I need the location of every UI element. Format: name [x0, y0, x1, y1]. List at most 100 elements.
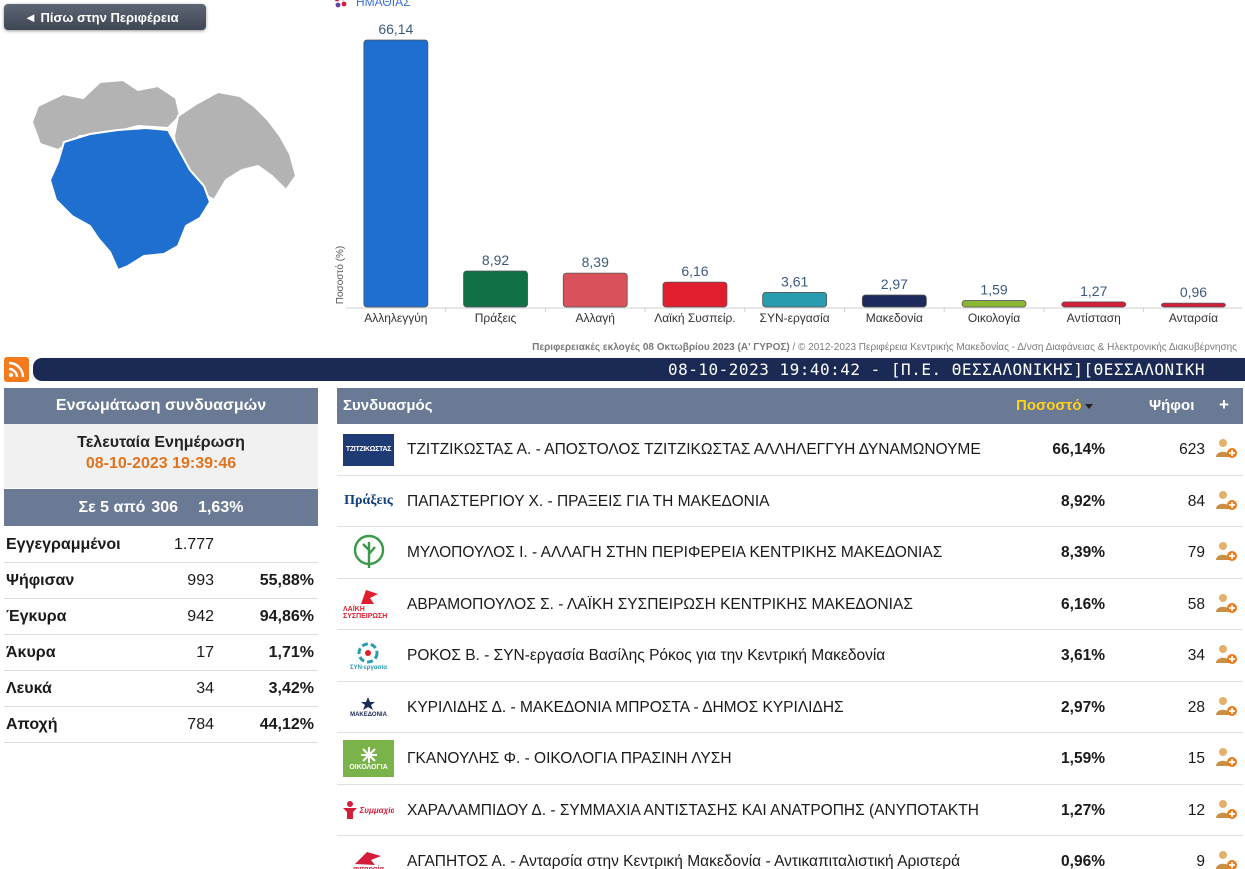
- credits-election: Περιφερειακές εκλογές 08 Οκτωβρίου 2023 …: [532, 342, 790, 353]
- party-votes: 34: [1187, 647, 1205, 664]
- party-logo: ανταρσία: [343, 843, 394, 869]
- party-percentage: 0,96%: [1061, 853, 1105, 869]
- x-tick-label: Ανταρσία: [1169, 311, 1218, 325]
- back-button-label: ◄ Πίσω στην Περιφέρεια: [24, 9, 179, 25]
- bar-value-label: 66,14: [378, 21, 413, 37]
- party-logo: Πράξεις: [343, 483, 394, 520]
- stat-percentage: 94,86%: [259, 607, 314, 625]
- person-add-icon[interactable]: [1214, 488, 1238, 512]
- chart-bar[interactable]: [861, 294, 927, 308]
- x-tick-label: Πράξεις: [475, 311, 517, 325]
- stat-row: Άκυρα 17 1,71%: [4, 635, 318, 671]
- col-party-header[interactable]: Συνδυασμός: [343, 397, 433, 414]
- party-name[interactable]: ΑΓΑΠΗΤΟΣ Α. - Ανταρσία στην Κεντρική Μακ…: [407, 853, 961, 869]
- credits-copyright: / © 2012-2023 Περιφέρεια Κεντρικής Μακεδ…: [789, 342, 1237, 353]
- party-logo-block: ΜΑΚΕΔΟΝΙΑ: [350, 696, 387, 718]
- party-logo: ΛΑΪΚΗ ΣΥΣΠΕΙΡΩΣΗ: [343, 586, 394, 623]
- chart-bar[interactable]: [762, 292, 828, 308]
- party-percentage: 1,27%: [1061, 801, 1105, 819]
- table-row[interactable]: Συμμαχία ΧΑΡΑΛΑΜΠΙΔΟΥ Δ. - ΣΥΜΜΑΧΙΑ ΑΝΤΙΣ…: [337, 785, 1243, 836]
- party-percentage: 8,92%: [1061, 492, 1105, 510]
- chart-bar[interactable]: [662, 281, 728, 308]
- last-update-time: 08-10-2023 19:39:46: [85, 455, 237, 472]
- map-unit-selected[interactable]: [48, 126, 212, 272]
- table-row[interactable]: ανταρσία ΑΓΑΠΗΤΟΣ Α. - Ανταρσία στην Κεντ…: [337, 836, 1243, 869]
- party-name[interactable]: ΚΥΡΙΛΙΔΗΣ Δ. - ΜΑΚΕΔΟΝΙΑ ΜΠΡΟΣΤΑ - ΔΗΜΟΣ…: [407, 698, 844, 716]
- chart-bar[interactable]: [363, 39, 429, 308]
- person-add-icon[interactable]: [1214, 848, 1238, 869]
- party-votes: 15: [1187, 750, 1205, 767]
- party-logo: ΣΥΝ-εργασία: [343, 637, 394, 674]
- party-name[interactable]: ΜΥΛΟΠΟΥΛΟΣ Ι. - ΑΛΛΑΓΗ ΣΤΗΝ ΠΕΡΙΦΕΡΕΙΑ Κ…: [407, 544, 943, 561]
- col-votes-header[interactable]: Ψήφοι: [1149, 397, 1195, 414]
- col-expand-header[interactable]: +: [1219, 395, 1229, 414]
- bar-value-label: 2,97: [881, 276, 908, 292]
- party-logo-block: ανταρσία: [353, 850, 384, 869]
- party-logo-block: ΟΙΚΟΛΟΓΙΑ: [343, 740, 394, 777]
- person-add-icon[interactable]: [1214, 694, 1238, 718]
- count-percentage: 1,63%: [198, 498, 244, 516]
- chart-bar[interactable]: [961, 300, 1027, 308]
- party-votes: 58: [1187, 595, 1205, 613]
- stat-percentage: 1,71%: [268, 643, 314, 661]
- sort-caret-icon: [1084, 403, 1093, 409]
- results-bar-chart: Ποσοστό (%) 66,14 Αλληλεγγύη 8,92 Πράξεις 8,3…: [334, 21, 1242, 325]
- person-add-icon[interactable]: [1214, 745, 1238, 769]
- table-row[interactable]: ΛΑΪΚΗ ΣΥΣΠΕΙΡΩΣΗ ΑΒΡΑΜΟΠΟΥΛΟΣ Σ. - ΛΑΪΚΗ …: [337, 579, 1243, 630]
- stat-label: Αποχή: [6, 715, 58, 733]
- party-logo-text: ΛΑΪΚΗ ΣΥΣΠΕΙΡΩΣΗ: [343, 606, 388, 620]
- tree-icon: [353, 534, 384, 568]
- party-logo: [343, 534, 394, 571]
- bar-value-label: 1,59: [980, 282, 1007, 298]
- figure-icon: [343, 801, 357, 819]
- party-name[interactable]: ΡΟΚΟΣ Β. - ΣΥΝ-εργασία Βασίλης Ρόκος για…: [407, 647, 886, 664]
- flag-icon: [360, 590, 378, 604]
- region-map: [30, 78, 298, 272]
- party-logo-text: ανταρσία: [353, 866, 384, 869]
- table-row[interactable]: ΤΖΙΤΖΙΚΩΣΤΑΣ ΤΖΙΤΖΙΚΩΣΤΑΣ Α. - ΑΠΟΣΤΟΛΟΣ …: [337, 424, 1243, 476]
- chart-bar[interactable]: [463, 270, 528, 308]
- integration-panel-title: Ενσωμάτωση συνδυασμών: [4, 388, 318, 424]
- party-votes: 623: [1179, 441, 1205, 458]
- table-row[interactable]: ΜΑΚΕΔΟΝΙΑ ΚΥΡΙΛΙΔΗΣ Δ. - ΜΑΚΕΔΟΝΙΑ ΜΠΡΟΣΤ…: [337, 682, 1243, 733]
- bar-value-label: 3,61: [781, 273, 808, 289]
- person-add-icon[interactable]: [1214, 539, 1238, 563]
- person-add-icon[interactable]: [1214, 642, 1238, 666]
- table-row[interactable]: ΜΥΛΟΠΟΥΛΟΣ Ι. - ΑΛΛΑΓΗ ΣΤΗΝ ΠΕΡΙΦΕΡΕΙΑ Κ…: [337, 527, 1243, 579]
- table-row[interactable]: Πράξεις ΠΑΠΑΣΤΕΡΓΙΟΥ Χ. - ΠΡΑΞΕΙΣ ΓΙΑ ΤΗ …: [337, 476, 1243, 527]
- party-percentage: 66,14%: [1052, 441, 1105, 458]
- table-row[interactable]: ΟΙΚΟΛΟΓΙΑ ΓΚΑΝΟΥΛΗΣ Φ. - ΟΙΚΟΛΟΓΙΑ ΠΡΑΣΙΝ…: [337, 733, 1243, 785]
- results-table-body: ΤΖΙΤΖΙΚΩΣΤΑΣ ΤΖΙΤΖΙΚΩΣΤΑΣ Α. - ΑΠΟΣΤΟΛΟΣ …: [337, 424, 1243, 869]
- last-update-label: Τελευταία Ενημέρωση: [77, 434, 245, 451]
- rss-icon[interactable]: [4, 357, 29, 382]
- party-logo-text: Πράξεις: [344, 493, 393, 508]
- stat-value: 993: [187, 571, 214, 589]
- chart-bar[interactable]: [1061, 301, 1127, 308]
- person-add-icon[interactable]: [1214, 797, 1238, 821]
- stations-count-bar: Σε 5 από 306 1,63%: [4, 489, 318, 526]
- chart-bar[interactable]: [562, 272, 628, 308]
- stat-percentage: 3,42%: [268, 679, 314, 697]
- party-logo-block: ΣΥΝ-εργασία: [350, 641, 387, 671]
- person-add-icon[interactable]: [1214, 436, 1238, 460]
- party-logo: ΟΙΚΟΛΟΓΙΑ: [343, 740, 394, 777]
- swirl-icon: [357, 642, 379, 663]
- chart-bar[interactable]: [1161, 302, 1226, 308]
- y-axis-label: Ποσοστό (%): [334, 246, 346, 305]
- party-name[interactable]: ΑΒΡΑΜΟΠΟΥΛΟΣ Σ. - ΛΑΪΚΗ ΣΥΣΠΕΙΡΩΣΗ ΚΕΝΤΡ…: [407, 595, 913, 613]
- person-add-icon[interactable]: [1214, 591, 1238, 615]
- credits-line: Περιφερειακές εκλογές 08 Οκτωβρίου 2023 …: [532, 342, 1237, 353]
- results-table-header: Συνδυασμός Ποσοστό Ψήφοι +: [337, 388, 1243, 424]
- col-percentage-label: Ποσοστό: [1016, 397, 1082, 414]
- x-tick-label: Αντίσταση: [1067, 311, 1121, 325]
- news-ticker: 08-10-2023 19:40:42 - [Π.Ε. ΘΕΣΣΑΛΟΝΙΚΗΣ…: [33, 358, 1245, 381]
- stat-row: Αποχή 784 44,12%: [4, 707, 318, 743]
- party-name[interactable]: ΓΚΑΝΟΥΛΗΣ Φ. - ΟΙΚΟΛΟΓΙΑ ΠΡΑΣΙΝΗ ΛΥΣΗ: [407, 750, 732, 767]
- back-to-region-button[interactable]: ◄ Πίσω στην Περιφέρεια: [4, 4, 206, 30]
- stat-label: Ψήφισαν: [6, 571, 75, 589]
- party-name[interactable]: ΧΑΡΑΛΑΜΠΙΔΟΥ Δ. - ΣΥΜΜΑΧΙΑ ΑΝΤΙΣΤΑΣΗΣ ΚΑ…: [407, 801, 979, 819]
- party-name[interactable]: ΤΖΙΤΖΙΚΩΣΤΑΣ Α. - ΑΠΟΣΤΟΛΟΣ ΤΖΙΤΖΙΚΩΣΤΑΣ…: [407, 441, 981, 458]
- table-row[interactable]: ΣΥΝ-εργασία ΡΟΚΟΣ Β. - ΣΥΝ-εργασία Βασίλη…: [337, 630, 1243, 682]
- col-percentage-header[interactable]: Ποσοστό: [1016, 397, 1093, 414]
- party-name[interactable]: ΠΑΠΑΣΤΕΡΓΙΟΥ Χ. - ΠΡΑΞΕΙΣ ΓΙΑ ΤΗ ΜΑΚΕΔΟΝ…: [407, 492, 770, 510]
